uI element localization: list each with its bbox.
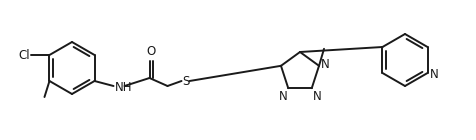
Text: O: O bbox=[146, 45, 155, 58]
Text: S: S bbox=[181, 74, 189, 88]
Text: N: N bbox=[428, 67, 437, 80]
Text: N: N bbox=[320, 58, 329, 71]
Text: N: N bbox=[278, 90, 287, 103]
Text: NH: NH bbox=[114, 80, 132, 94]
Text: Cl: Cl bbox=[19, 48, 30, 61]
Text: N: N bbox=[312, 90, 321, 103]
